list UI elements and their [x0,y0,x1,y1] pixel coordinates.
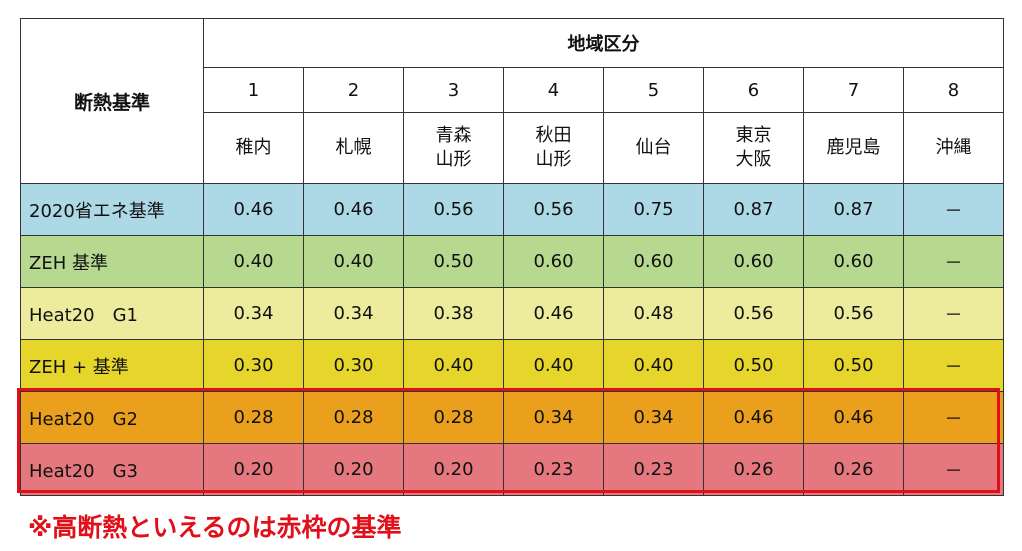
ua-value-cell: 0.87 [803,183,904,236]
ua-value-cell: 0.50 [803,339,904,392]
region-city-line: 山形 [535,149,572,170]
ua-value-cell: 0.20 [203,443,304,496]
ua-value-cell: 0.46 [703,391,804,444]
ua-value-cell: 0.75 [603,183,704,236]
ua-value-cell: 0.46 [303,183,404,236]
region-city: 鹿児島 [803,112,904,184]
ua-value-cell: 0.40 [303,235,404,288]
ua-value-cell: 0.48 [603,287,704,340]
standard-row: Heat20 G1 0.34 0.34 0.38 0.46 0.48 0.56 0.56 － [20,287,1004,340]
ua-value-cell: 0.60 [803,235,904,288]
region-number: 2 [303,67,404,113]
ua-value-cell: － [903,443,1004,496]
region-number: 1 [203,67,304,113]
footnote: ※高断熱といえるのは赤枠の基準 [28,513,402,542]
ua-value-cell: 0.28 [203,391,304,444]
ua-value-cell: 0.34 [303,287,404,340]
ua-value-cell: 0.34 [203,287,304,340]
region-city-line: 青森 [435,125,472,146]
ua-value-cell: 0.26 [703,443,804,496]
region-city: 東京 大阪 [703,112,804,184]
ua-value-cell: 0.60 [603,235,704,288]
region-city-line: 鹿児島 [826,137,881,158]
region-city: 稚内 [203,112,304,184]
region-city: 仙台 [603,112,704,184]
ua-value-cell: 0.56 [703,287,804,340]
region-city-line: 札幌 [335,137,372,158]
ua-value-cell: 0.26 [803,443,904,496]
ua-value-cell: 0.23 [603,443,704,496]
region-city: 秋田 山形 [503,112,604,184]
ua-value-cell: 0.40 [603,339,704,392]
corner-header-insulation-standard: 断熱基準 [20,18,204,184]
standard-label: 2020省エネ基準 [20,183,204,236]
region-header: 地域区分 [203,18,1004,68]
region-number: 8 [903,67,1004,113]
region-number: 3 [403,67,504,113]
ua-value-cell: 0.50 [703,339,804,392]
ua-value-cell: 0.40 [203,235,304,288]
region-city-line: 山形 [435,149,472,170]
region-city-line: 沖縄 [935,137,972,158]
ua-value-cell: 0.46 [203,183,304,236]
ua-value-cell: 0.28 [303,391,404,444]
standard-label: Heat20 G2 [20,391,204,444]
ua-value-cell: 0.56 [403,183,504,236]
region-number: 6 [703,67,804,113]
standard-row: 2020省エネ基準 0.46 0.46 0.56 0.56 0.75 0.87 0.87 － [20,183,1004,236]
ua-value-cell: 0.20 [303,443,404,496]
region-city-line: 東京 [735,125,772,146]
ua-value-cell: － [903,183,1004,236]
ua-value-cell: 0.34 [503,391,604,444]
region-number: 5 [603,67,704,113]
ua-value-cell: － [903,391,1004,444]
region-city: 青森 山形 [403,112,504,184]
ua-value-cell: 0.46 [803,391,904,444]
ua-value-cell: 0.60 [503,235,604,288]
standard-label: ZEH 基準 [20,235,204,288]
standard-row: Heat20 G2 0.28 0.28 0.28 0.34 0.34 0.46 0.46 － [20,391,1004,444]
ua-value-cell: 0.50 [403,235,504,288]
ua-value-cell: 0.30 [303,339,404,392]
ua-value-cell: 0.56 [803,287,904,340]
region-number: 4 [503,67,604,113]
ua-value-cell: 0.34 [603,391,704,444]
ua-value-cell: 0.23 [503,443,604,496]
region-city: 沖縄 [903,112,1004,184]
ua-value-cell: － [903,235,1004,288]
standard-label: ZEH + 基準 [20,339,204,392]
ua-value-cell: － [903,287,1004,340]
standard-label: Heat20 G3 [20,443,204,496]
region-city-line: 秋田 [535,125,572,146]
ua-value-cell: 0.56 [503,183,604,236]
standard-row: ZEH + 基準 0.30 0.30 0.40 0.40 0.40 0.50 0.50 － [20,339,1004,392]
ua-value-cell: 0.28 [403,391,504,444]
ua-value-cell: － [903,339,1004,392]
region-number: 7 [803,67,904,113]
standard-row: ZEH 基準 0.40 0.40 0.50 0.60 0.60 0.60 0.60 － [20,235,1004,288]
standard-label: Heat20 G1 [20,287,204,340]
ua-value-cell: 0.40 [403,339,504,392]
standard-row: Heat20 G3 0.20 0.20 0.20 0.23 0.23 0.26 0.26 － [20,443,1004,496]
ua-value-cell: 0.40 [503,339,604,392]
region-city-line: 稚内 [235,137,272,158]
region-city-line: 大阪 [735,149,772,170]
ua-value-cell: 0.30 [203,339,304,392]
ua-value-cell: 0.20 [403,443,504,496]
ua-value-cell: 0.38 [403,287,504,340]
region-city-line: 仙台 [635,137,672,158]
region-city: 札幌 [303,112,404,184]
ua-value-cell: 0.60 [703,235,804,288]
ua-value-cell: 0.87 [703,183,804,236]
ua-value-cell: 0.46 [503,287,604,340]
